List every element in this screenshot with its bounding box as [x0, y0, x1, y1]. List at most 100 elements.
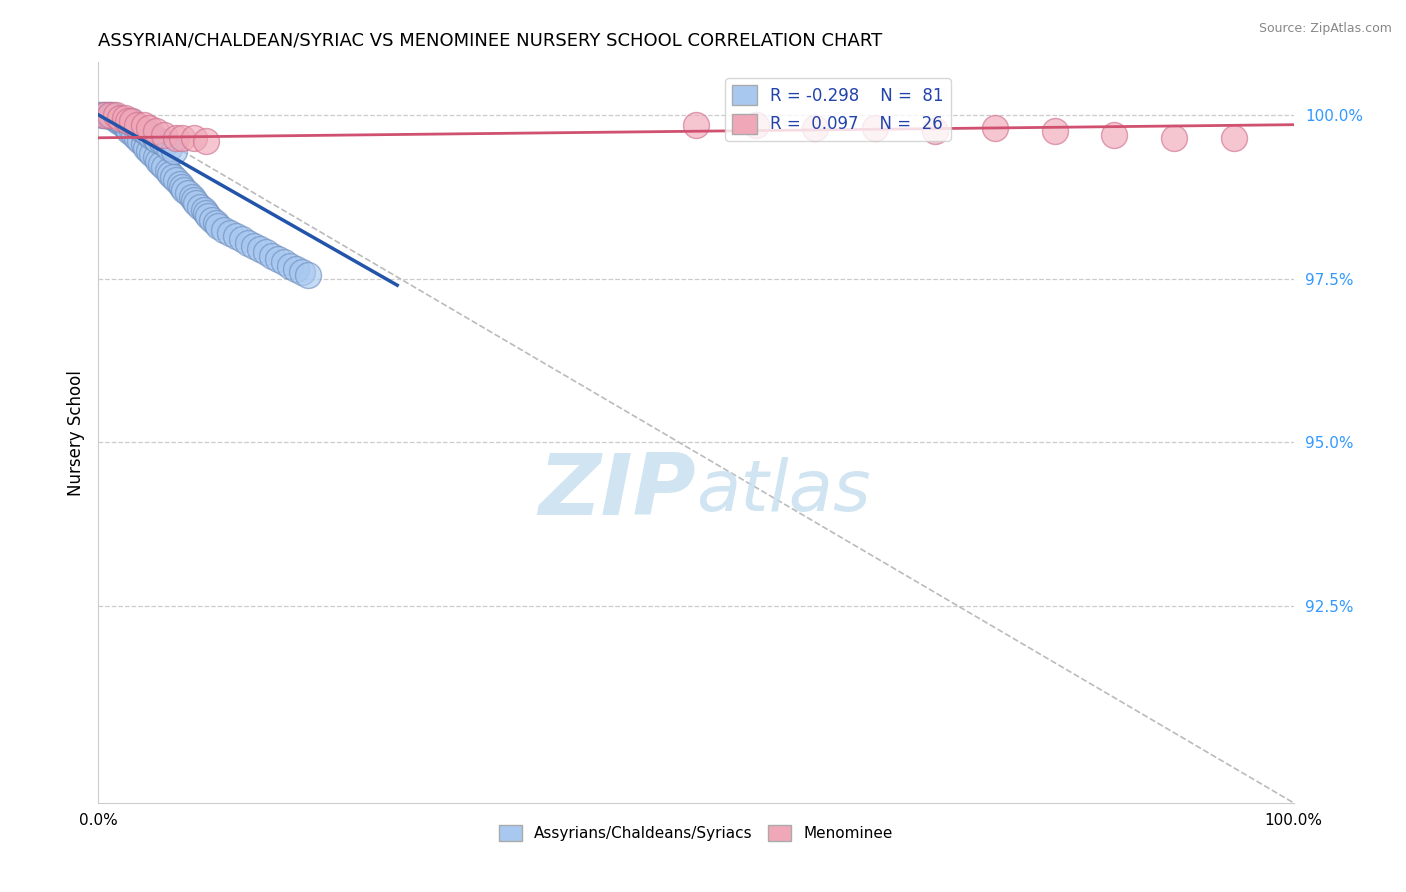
Point [145, 151, 167, 165]
Point [108, 114, 131, 128]
Point [107, 114, 129, 128]
Point [135, 140, 157, 154]
Point [98, 109, 121, 123]
Point [231, 232, 253, 246]
Point [273, 255, 295, 269]
Point [260, 249, 283, 263]
Point [984, 120, 1007, 135]
Y-axis label: Nursery School: Nursery School [66, 369, 84, 496]
Point [284, 261, 307, 276]
Point [124, 118, 146, 132]
Point [267, 252, 290, 266]
Point [129, 134, 152, 148]
Text: ZIP: ZIP [538, 450, 696, 533]
Point [100, 109, 122, 123]
Point [804, 120, 827, 135]
Point [139, 128, 162, 143]
Point [169, 177, 191, 191]
Point [153, 161, 176, 175]
Point [114, 118, 136, 132]
Point [108, 111, 131, 125]
Point [254, 245, 277, 260]
Point [291, 265, 314, 279]
Point [110, 114, 132, 128]
Point [115, 113, 138, 128]
Point [865, 120, 887, 135]
Point [195, 206, 218, 220]
Text: atlas: atlas [696, 458, 870, 526]
Point [138, 120, 160, 135]
Point [122, 116, 145, 130]
Point [195, 134, 218, 148]
Point [145, 124, 167, 138]
Point [143, 130, 166, 145]
Point [186, 196, 208, 211]
Point [104, 111, 127, 125]
Point [183, 130, 205, 145]
Point [111, 114, 134, 128]
Point [107, 112, 129, 126]
Point [157, 140, 180, 154]
Point [156, 163, 179, 178]
Point [212, 222, 235, 236]
Point [297, 268, 319, 283]
Point [197, 210, 219, 224]
Point [132, 118, 155, 132]
Point [131, 122, 153, 136]
Point [150, 136, 173, 150]
Point [1043, 124, 1066, 138]
Point [148, 153, 170, 168]
Point [183, 193, 205, 207]
Point [163, 144, 186, 158]
Point [193, 202, 215, 217]
Point [91, 108, 114, 122]
Point [101, 108, 124, 122]
Point [146, 133, 169, 147]
Point [132, 137, 155, 152]
Point [125, 118, 148, 132]
Legend: Assyrians/Chaldeans/Syriacs, Menominee: Assyrians/Chaldeans/Syriacs, Menominee [494, 819, 898, 847]
Point [249, 242, 271, 256]
Point [207, 219, 229, 234]
Point [117, 120, 139, 135]
Point [172, 130, 194, 145]
Point [745, 118, 768, 132]
Point [159, 167, 181, 181]
Point [141, 147, 163, 161]
Point [118, 124, 141, 138]
Point [225, 229, 247, 244]
Point [201, 212, 224, 227]
Point [1223, 130, 1246, 145]
Point [112, 118, 135, 132]
Point [162, 170, 184, 185]
Point [125, 130, 148, 145]
Point [188, 200, 211, 214]
Point [278, 259, 301, 273]
Point [924, 124, 946, 138]
Point [93, 108, 115, 122]
Text: ASSYRIAN/CHALDEAN/SYRIAC VS MENOMINEE NURSERY SCHOOL CORRELATION CHART: ASSYRIAN/CHALDEAN/SYRIAC VS MENOMINEE NU… [98, 32, 883, 50]
Point [121, 114, 143, 128]
Text: Source: ZipAtlas.com: Source: ZipAtlas.com [1258, 22, 1392, 36]
Point [134, 124, 156, 138]
Point [98, 108, 122, 122]
Point [105, 111, 128, 125]
Point [127, 120, 149, 134]
Point [236, 235, 259, 250]
Point [98, 108, 122, 122]
Point [136, 126, 159, 140]
Point [115, 120, 138, 135]
Point [114, 111, 136, 125]
Point [155, 137, 177, 152]
Point [97, 108, 120, 122]
Point [172, 180, 194, 194]
Point [121, 124, 143, 138]
Point [204, 216, 226, 230]
Point [219, 226, 242, 240]
Point [124, 128, 146, 142]
Point [685, 118, 707, 132]
Point [93, 108, 115, 122]
Point [94, 108, 117, 122]
Point [180, 190, 202, 204]
Point [149, 157, 172, 171]
